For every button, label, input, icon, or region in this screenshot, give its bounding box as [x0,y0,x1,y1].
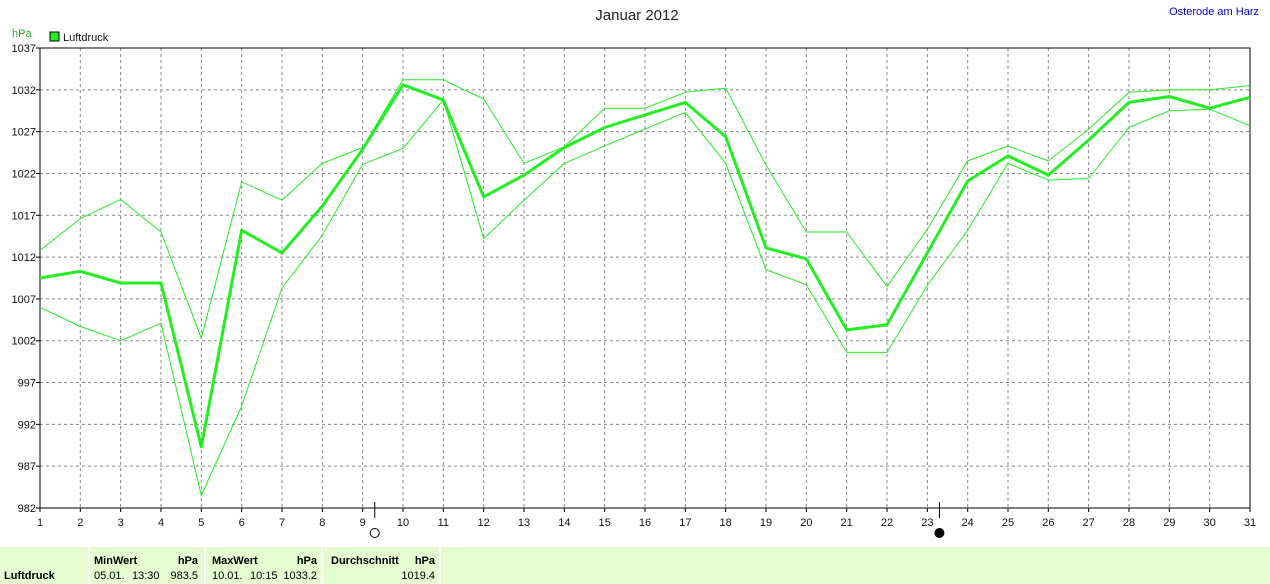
x-tick-label: 23 [921,517,933,529]
max-value-cell: MaxWert hPa 10.01. 10:15 1033.2 [206,547,321,584]
x-tick-label: 7 [279,517,285,529]
x-tick-label: 14 [558,517,570,529]
x-tick-label: 10 [397,517,409,529]
chart-title: Januar 2012 [595,7,678,24]
x-tick-label: 4 [158,517,164,529]
y-tick-label: 1002 [12,336,36,348]
series-line-max [39,79,1251,339]
x-tick-label: 22 [881,517,893,529]
min-value-cell: MinWert hPa 05.01. 13:30 983.5 [90,547,204,584]
x-tick-label: 11 [438,517,449,529]
average-unit: hPa [414,555,435,567]
y-tick-label: 997 [18,378,36,390]
x-tick-label: 21 [841,517,853,529]
average-value-cell: Durchschnitt hPa 1019.4 [323,547,439,584]
footer-label-cell: Luftdruck [0,547,88,584]
max-date: 10.01. [212,570,243,582]
min-value: 983.5 [170,570,198,582]
moon-phase-icon [369,528,380,538]
x-tick-label: 1 [37,517,43,529]
x-tick-label: 6 [239,517,245,529]
x-tick-label: 13 [518,517,530,529]
x-tick-label: 31 [1244,517,1256,529]
x-tick-label: 15 [599,517,611,529]
x-tick-label: 2 [77,517,83,529]
x-tick-label: 17 [679,517,691,529]
y-tick-label: 987 [18,461,36,473]
x-tick-label: 18 [720,517,732,529]
x-tick-label: 16 [639,517,651,529]
plot-area: 9829879929971002100710121017102210271032… [12,43,1256,538]
x-tick-label: 24 [962,517,974,529]
location-label: Osterode am Harz [1169,6,1259,18]
average-value: 1019.4 [401,570,435,582]
x-tick-label: 19 [760,517,772,529]
legend-swatch [49,31,60,42]
pressure-chart: Januar 2012 Osterode am Harz hPa Luftdru… [12,6,1259,538]
statistics-footer: Luftdruck MinWert hPa 05.01. 13:30 983.5… [0,547,1270,584]
x-tick-label: 29 [1163,517,1175,529]
footer-empty-cell [441,547,1270,584]
footer-series-label: Luftdruck [4,570,55,582]
y-axis-unit: hPa [12,28,32,40]
y-tick-label: 1027 [12,127,36,139]
x-tick-label: 3 [118,517,124,529]
x-tick-label: 9 [360,517,366,529]
y-tick-label: 982 [18,503,36,515]
max-header: MaxWert [212,555,258,567]
x-tick-label: 20 [800,517,812,529]
max-unit: hPa [296,555,317,567]
y-tick-label: 1007 [12,294,36,306]
x-tick-label: 12 [478,517,490,529]
max-value: 1033.2 [283,570,317,582]
x-tick-label: 28 [1123,517,1135,529]
y-tick-label: 1012 [12,252,36,264]
average-header: Durchschnitt [331,555,399,567]
y-tick-label: 1032 [12,85,36,97]
y-tick-label: 1022 [12,168,36,180]
min-header: MinWert [94,555,138,567]
y-tick-label: 1037 [12,43,36,55]
x-tick-label: 25 [1002,517,1014,529]
series-line-min [39,99,1251,496]
x-tick-label: 30 [1204,517,1216,529]
y-tick-label: 992 [18,419,36,431]
x-tick-label: 8 [319,517,325,529]
min-date: 05.01. [94,570,125,582]
min-unit: hPa [177,555,198,567]
series-line-mean [39,83,1251,449]
x-tick-label: 27 [1083,517,1095,529]
max-time: 10:15 [250,570,278,582]
y-tick-label: 1017 [12,210,36,222]
legend-label: Luftdruck [63,32,109,44]
x-tick-label: 5 [198,517,204,529]
new-moon-icon [934,528,945,538]
min-time: 13:30 [132,570,160,582]
x-tick-label: 26 [1042,517,1054,529]
